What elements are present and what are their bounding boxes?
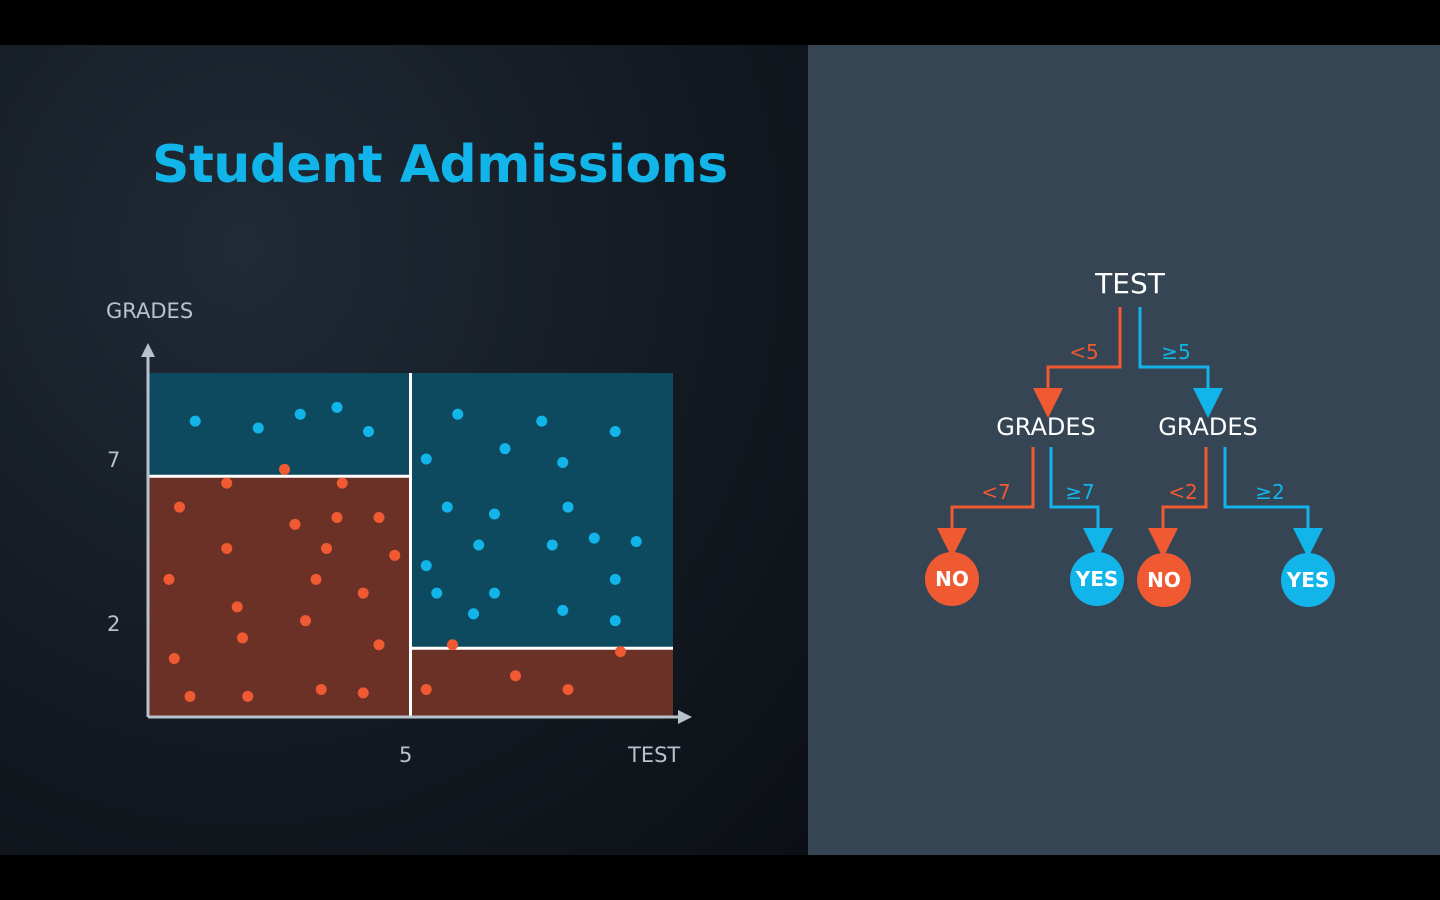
tree-node-grades-right: GRADES <box>1158 413 1258 441</box>
point-accepted-16 <box>588 532 600 544</box>
point-accepted-0 <box>189 415 201 427</box>
point-accepted-19 <box>431 587 443 599</box>
point-rejected-7 <box>221 542 233 554</box>
point-rejected-2 <box>279 463 290 475</box>
point-accepted-8 <box>420 453 432 465</box>
point-rejected-11 <box>310 573 322 585</box>
y-axis-arrow-icon <box>141 343 155 357</box>
point-rejected-23 <box>615 646 626 658</box>
point-rejected-17 <box>168 653 180 665</box>
point-accepted-21 <box>609 573 621 585</box>
point-rejected-24 <box>510 670 521 682</box>
x-axis-arrow-icon <box>678 710 692 724</box>
point-accepted-17 <box>630 536 642 548</box>
point-accepted-3 <box>331 401 343 413</box>
point-accepted-20 <box>489 587 500 599</box>
point-rejected-12 <box>357 587 369 599</box>
point-accepted-24 <box>609 615 621 627</box>
edge-left-grades-no <box>937 447 1035 558</box>
point-accepted-5 <box>452 408 464 420</box>
point-rejected-6 <box>373 511 385 523</box>
point-rejected-18 <box>184 690 196 702</box>
y-tick-label-2: 2 <box>107 612 120 636</box>
point-accepted-10 <box>557 456 569 468</box>
chart-regions <box>148 373 673 717</box>
decision-tree: TEST <5 ≥5 GRADES GRADES <7 ≥7 <2 ≥2 NO … <box>925 267 1335 607</box>
edge-label-grades-lt2: <2 <box>1168 480 1197 504</box>
leaf-yes-1-label: YES <box>1075 567 1119 591</box>
edge-left-grades-yes <box>1049 447 1113 558</box>
x-axis-label: TEST <box>627 743 680 767</box>
edge-right-grades-yes <box>1223 447 1323 558</box>
y-tick-label-7: 7 <box>107 448 120 472</box>
admissions-scatter-chart: GRADES TEST 7 2 5 <box>106 299 692 767</box>
region-reject-3 <box>410 648 673 717</box>
edge-label-grades-ge7: ≥7 <box>1065 480 1094 504</box>
point-accepted-4 <box>363 425 374 437</box>
point-accepted-13 <box>562 501 574 513</box>
tree-root-test: TEST <box>1094 267 1166 300</box>
point-accepted-9 <box>499 443 511 455</box>
slide: Student Admissions GRADES TEST 7 2 5 TES… <box>0 45 1440 855</box>
point-accepted-15 <box>546 539 558 551</box>
leaf-yes-2: YES <box>1281 553 1335 607</box>
point-rejected-19 <box>242 690 254 702</box>
point-rejected-3 <box>336 477 348 489</box>
point-rejected-20 <box>315 683 327 695</box>
edge-label-test-ge5: ≥5 <box>1161 340 1190 364</box>
point-rejected-9 <box>389 549 401 561</box>
point-rejected-13 <box>231 601 243 613</box>
y-axis-label: GRADES <box>106 299 193 323</box>
point-accepted-11 <box>441 501 453 513</box>
point-accepted-23 <box>557 604 569 616</box>
point-rejected-4 <box>289 518 301 530</box>
edge-label-grades-lt7: <7 <box>981 480 1010 504</box>
edge-root-left <box>1033 307 1122 418</box>
point-rejected-14 <box>300 615 311 627</box>
edge-root-right <box>1138 307 1223 418</box>
point-rejected-22 <box>447 639 458 651</box>
leaf-yes-2-label: YES <box>1286 568 1330 592</box>
leaf-yes-1: YES <box>1070 552 1124 606</box>
point-rejected-5 <box>331 511 343 523</box>
point-rejected-0 <box>174 501 185 513</box>
point-rejected-8 <box>321 542 332 554</box>
point-rejected-10 <box>163 573 175 585</box>
leaf-no-2-label: NO <box>1147 568 1181 592</box>
edge-label-test-lt5: <5 <box>1069 340 1098 364</box>
tree-node-grades-left: GRADES <box>996 413 1096 441</box>
leaf-no-1-label: NO <box>935 567 969 591</box>
chart-panel: Student Admissions <box>0 45 808 855</box>
point-rejected-1 <box>221 477 233 489</box>
point-accepted-7 <box>609 425 621 437</box>
point-rejected-15 <box>237 632 248 644</box>
point-accepted-14 <box>473 539 485 551</box>
edge-label-grades-ge2: ≥2 <box>1255 480 1284 504</box>
page-title: Student Admissions <box>152 135 728 195</box>
edge-right-grades-no <box>1148 447 1208 558</box>
point-rejected-25 <box>562 683 574 695</box>
point-accepted-12 <box>489 508 500 520</box>
point-accepted-6 <box>536 415 548 427</box>
point-accepted-1 <box>252 422 264 434</box>
x-tick-label-5: 5 <box>399 743 412 767</box>
leaf-no-1: NO <box>925 552 979 606</box>
chart-points <box>163 401 642 702</box>
point-rejected-16 <box>373 639 385 651</box>
point-accepted-2 <box>294 408 306 420</box>
leaf-no-2: NO <box>1137 553 1191 607</box>
point-accepted-22 <box>468 608 479 620</box>
point-rejected-26 <box>420 683 432 695</box>
point-rejected-21 <box>357 687 369 699</box>
point-accepted-18 <box>420 560 432 572</box>
tree-panel <box>808 45 1440 855</box>
